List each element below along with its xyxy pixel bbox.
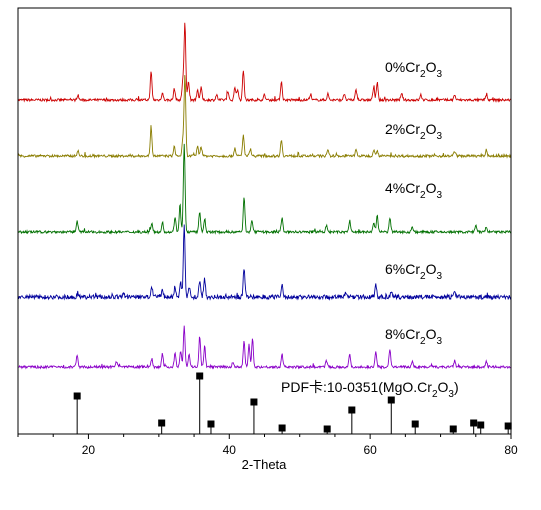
reference-marker-10	[449, 425, 457, 433]
x-axis-title: 2-Theta	[242, 457, 288, 472]
reference-marker-2	[196, 372, 204, 380]
reference-marker-6	[323, 425, 331, 433]
reference-marker-9	[411, 420, 419, 428]
series-label-0: 0%Cr2O3	[385, 59, 442, 80]
reference-marker-3	[207, 420, 215, 428]
reference-marker-1	[158, 419, 166, 427]
x-tick-label-60: 60	[363, 443, 377, 457]
series-label-1: 2%Cr2O3	[385, 121, 442, 142]
reference-marker-8	[387, 396, 395, 404]
reference-marker-5	[278, 424, 286, 432]
reference-marker-4	[250, 398, 258, 406]
reference-marker-0	[73, 392, 81, 400]
x-axis-ticks: 20 40 60 80	[17, 434, 518, 457]
reference-layer	[73, 372, 512, 434]
x-tick-label-20: 20	[82, 443, 96, 457]
x-tick-label-40: 40	[223, 443, 237, 457]
x-tick-label-80: 80	[504, 443, 518, 457]
reference-marker-13	[504, 422, 512, 430]
series-label-3: 6%Cr2O3	[385, 261, 442, 282]
series-line-3	[17, 224, 512, 301]
series-line-0	[17, 22, 512, 103]
reference-marker-11	[470, 419, 478, 427]
series-label-4: 8%Cr2O3	[385, 326, 442, 347]
series-line-2	[17, 143, 512, 235]
reference-label: PDF卡:10-0351(MgO.Cr2O3)	[281, 379, 459, 400]
reference-marker-12	[477, 421, 485, 429]
series-label-2: 4%Cr2O3	[385, 180, 442, 201]
series-line-1	[17, 75, 512, 159]
reference-marker-7	[348, 406, 356, 414]
series-line-4	[17, 325, 512, 370]
series-layer	[17, 22, 512, 370]
